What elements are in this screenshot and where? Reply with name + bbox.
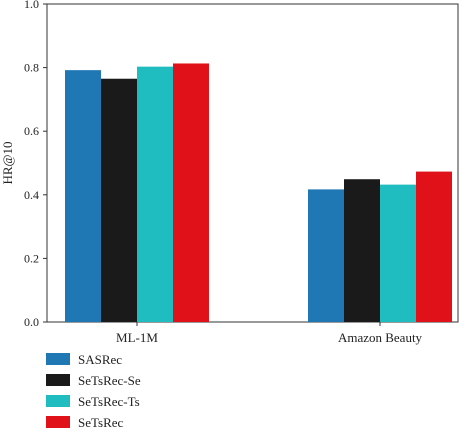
bar <box>308 189 344 322</box>
plot-area: 0.0 0.2 0.4 0.6 0.8 1.0 HR@10 ML-1M Amazon Beaut… <box>0 0 459 345</box>
legend-label: SeTsRec-Ts <box>78 394 140 409</box>
plot-frame <box>46 3 459 323</box>
bar <box>416 171 452 322</box>
y-tick-label: 0.4 <box>24 188 39 202</box>
x-tick-label: ML-1M <box>116 330 158 345</box>
bar <box>65 70 101 322</box>
y-tick-label: 1.0 <box>24 0 39 11</box>
bar <box>101 78 137 322</box>
legend: SASRec SeTsRec-Se SeTsRec-Ts SeTsRec <box>46 352 141 430</box>
y-tick-label: 0.8 <box>24 61 39 75</box>
legend-swatch <box>46 353 70 365</box>
bar <box>137 66 173 322</box>
y-tick-label: 0.2 <box>24 251 39 265</box>
x-tick-label: Amazon Beauty <box>338 330 423 345</box>
y-axis-label: HR@10 <box>0 141 15 184</box>
bar <box>173 63 209 322</box>
legend-swatch <box>46 416 70 428</box>
y-tick-label: 0.0 <box>24 315 39 329</box>
legend-label: SeTsRec <box>78 415 124 430</box>
y-tick-label: 0.6 <box>24 124 39 138</box>
bar <box>344 179 380 322</box>
legend-label: SeTsRec-Se <box>78 373 141 388</box>
legend-swatch <box>46 395 70 407</box>
bar <box>380 184 416 322</box>
legend-label: SASRec <box>78 352 122 367</box>
legend-swatch <box>46 374 70 386</box>
